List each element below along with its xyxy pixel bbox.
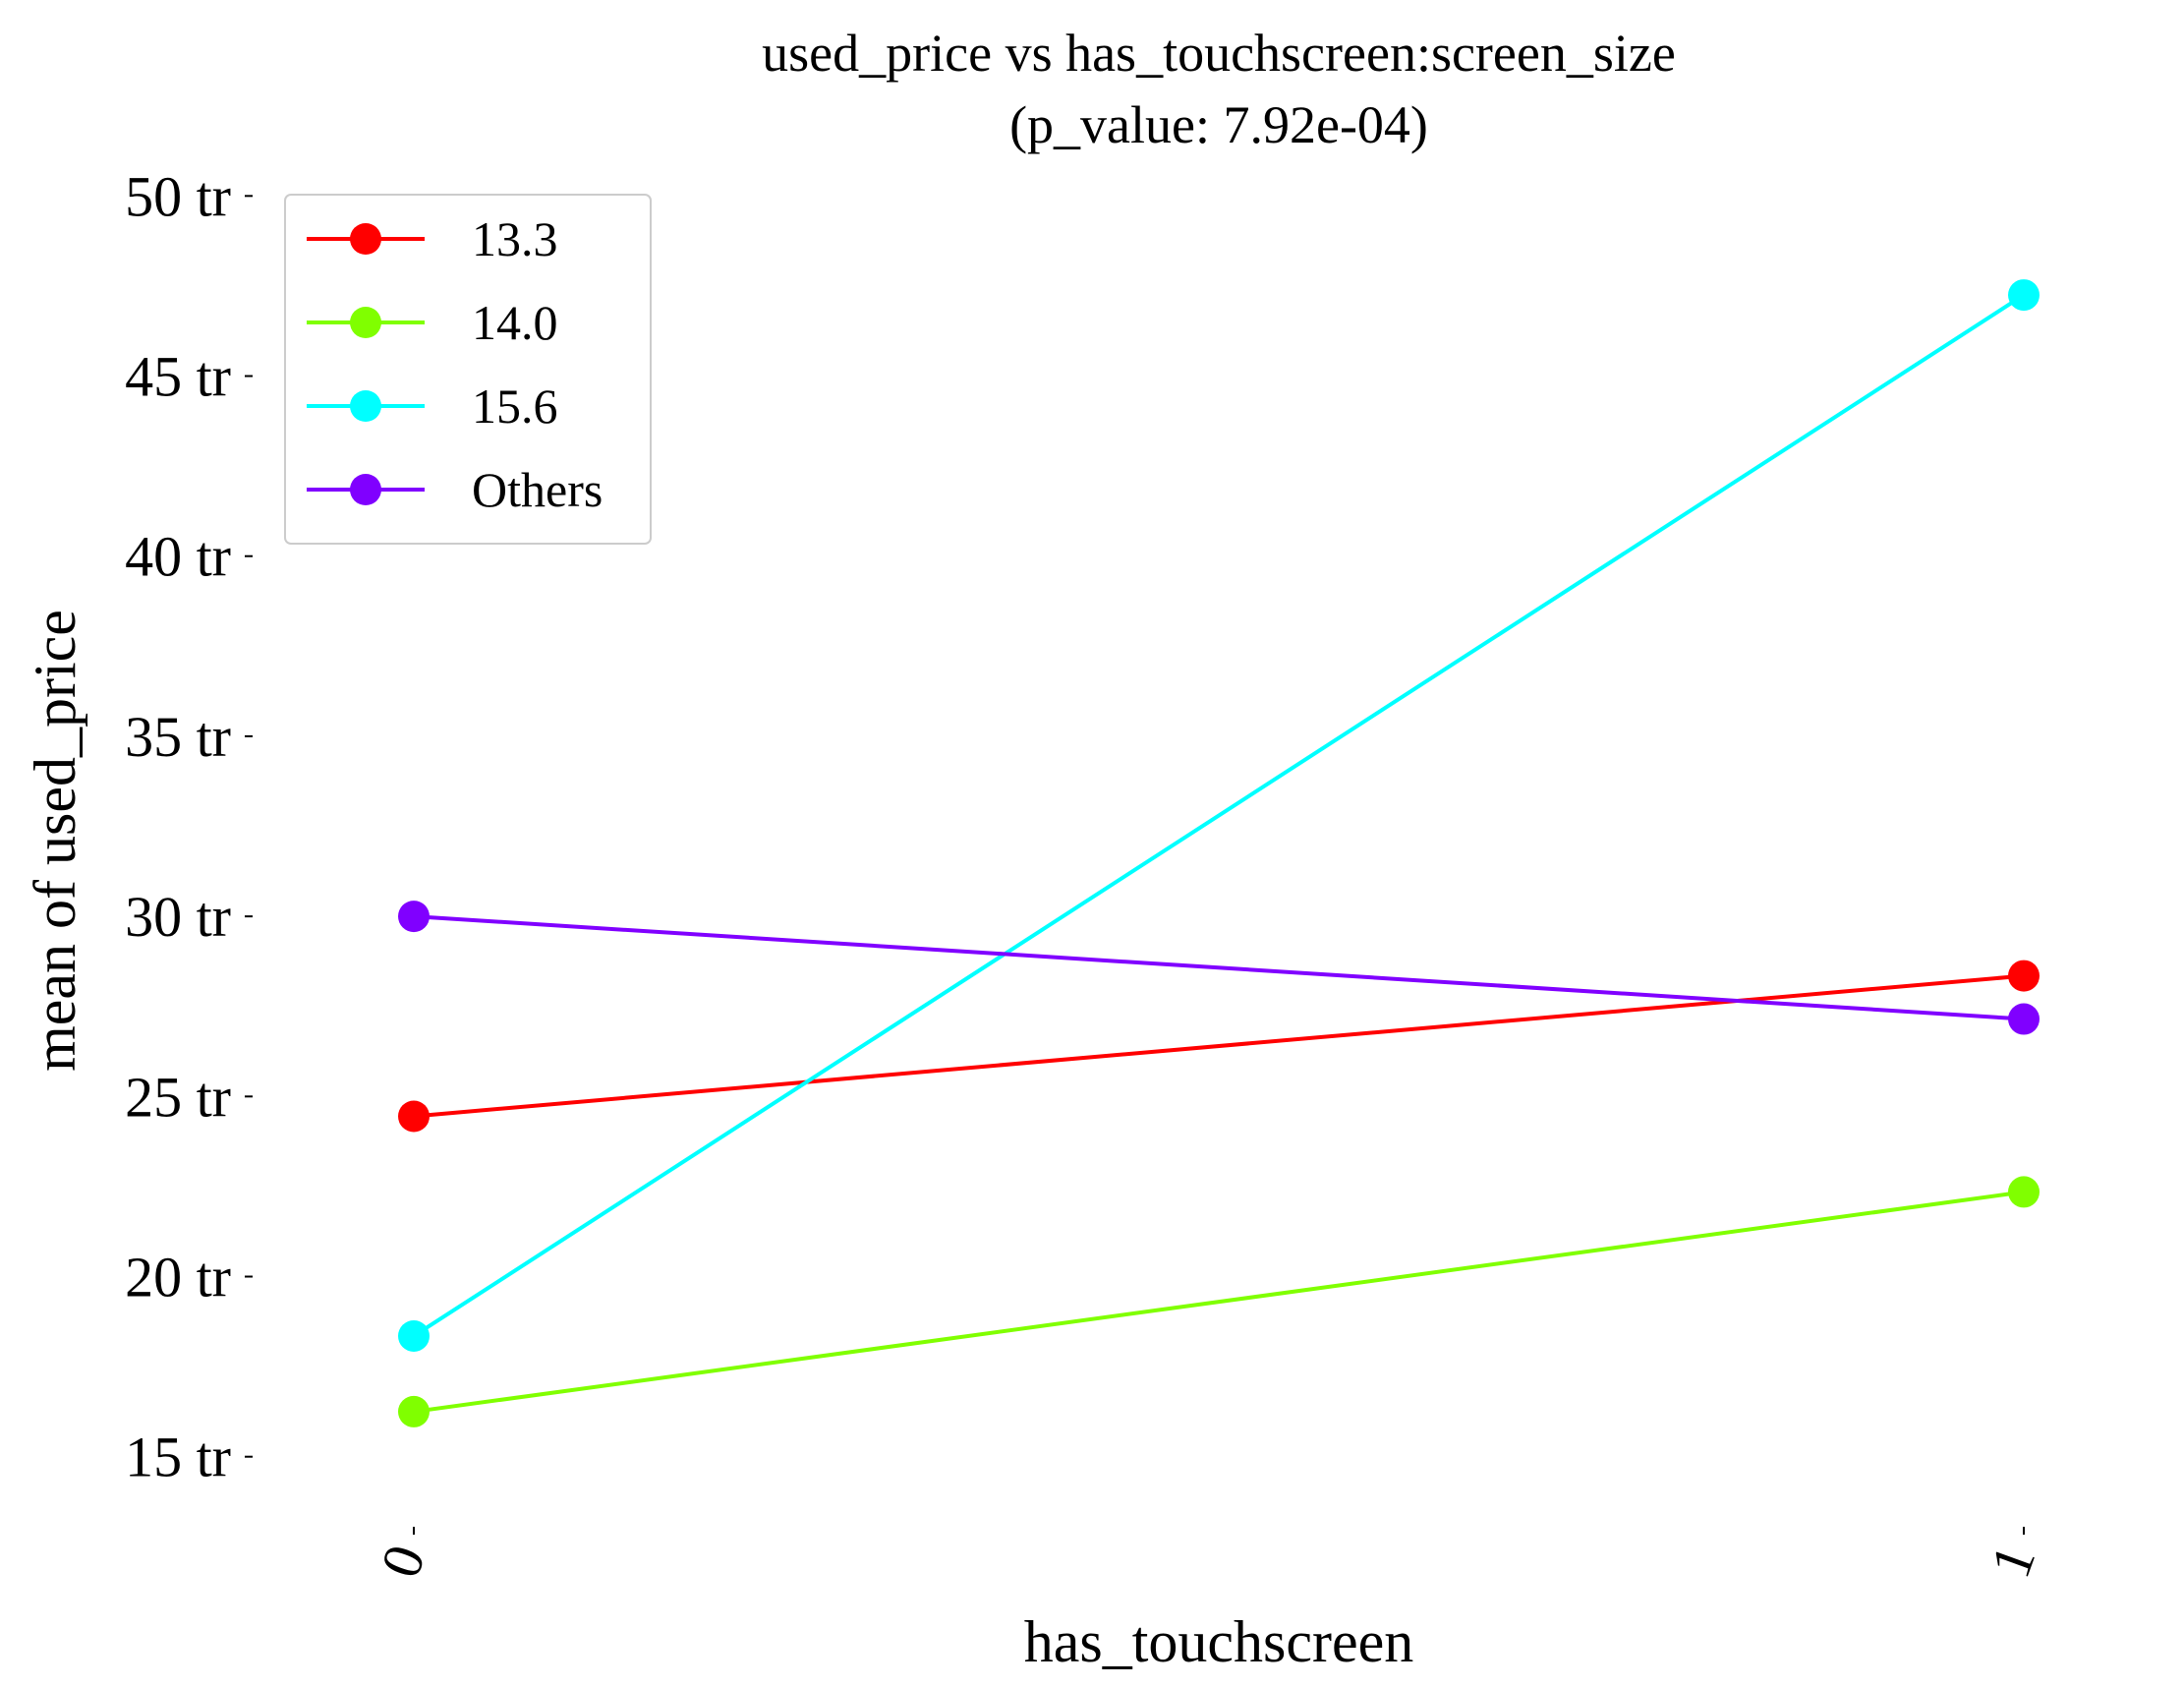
y-tick-label: 40 tr <box>125 525 231 589</box>
series-others-point <box>2008 1003 2040 1035</box>
legend-label: Others <box>472 462 603 517</box>
legend-item[interactable]: Others <box>307 462 603 517</box>
series-points <box>398 279 2040 1427</box>
y-tick-label: 45 tr <box>125 345 231 409</box>
series-15-6-point <box>2008 279 2040 312</box>
legend-marker-icon <box>350 474 381 505</box>
chart-title: used_price vs has_touchscreen:screen_siz… <box>762 24 1676 83</box>
y-tick-label: 25 tr <box>125 1065 231 1129</box>
y-tick-label: 20 tr <box>125 1246 231 1310</box>
series-14-0-point <box>2008 1176 2040 1208</box>
legend[interactable]: 13.3 14.0 15.6 Others <box>284 194 652 545</box>
legend-item[interactable]: 13.3 <box>307 211 558 266</box>
x-tick-label: 0 <box>368 1537 437 1585</box>
series-13-3-point <box>2008 960 2040 992</box>
series-14-0-point <box>398 1395 430 1427</box>
legend-item[interactable]: 15.6 <box>307 378 558 434</box>
x-tick-label: 1 <box>1978 1537 2047 1585</box>
chart-subtitle: (p_value: 7.92e-04) <box>1009 95 1428 154</box>
series-13-3-line <box>413 973 2025 1119</box>
legend-item[interactable]: 14.0 <box>307 295 558 350</box>
series-others-line <box>413 914 2025 1021</box>
series-lines <box>412 293 2026 1414</box>
legend-marker-icon <box>350 223 381 255</box>
series-14-0-line <box>413 1190 2025 1414</box>
series-others-point <box>398 901 430 933</box>
legend-label: 13.3 <box>472 211 558 266</box>
y-axis: 15 tr 20 tr 25 tr 30 tr 35 tr 40 tr 45 tr 50 tr <box>125 164 253 1489</box>
y-tick-label: 15 tr <box>125 1426 231 1489</box>
series-13-3-point <box>398 1100 430 1133</box>
y-tick-label: 50 tr <box>125 164 231 228</box>
y-tick-label: 35 tr <box>125 705 231 769</box>
legend-marker-icon <box>350 390 381 422</box>
series-15-6-point <box>398 1319 430 1352</box>
legend-marker-icon <box>350 307 381 338</box>
y-tick-label: 30 tr <box>125 885 231 949</box>
legend-label: 15.6 <box>472 378 558 434</box>
legend-frame <box>284 194 652 545</box>
legend-label: 14.0 <box>472 295 558 350</box>
x-axis-label: has_touchscreen <box>1024 1609 1414 1674</box>
y-axis-label: mean of used_price <box>23 610 87 1072</box>
series-15-6-line <box>412 293 2026 1338</box>
